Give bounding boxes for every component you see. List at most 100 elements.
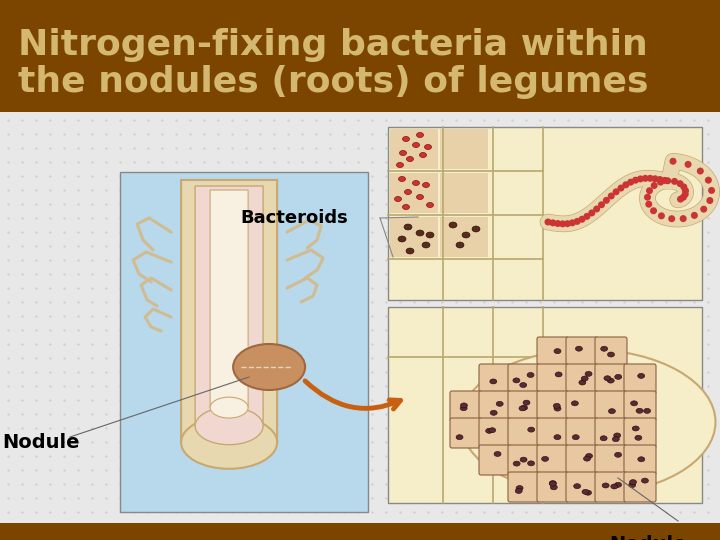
Ellipse shape xyxy=(456,435,463,440)
Ellipse shape xyxy=(397,163,403,167)
Ellipse shape xyxy=(638,373,644,379)
Ellipse shape xyxy=(489,428,495,433)
Ellipse shape xyxy=(402,137,410,141)
Circle shape xyxy=(652,176,659,183)
Circle shape xyxy=(668,215,675,222)
Ellipse shape xyxy=(519,406,526,411)
Ellipse shape xyxy=(423,183,430,187)
Text: Nitrogen‑fixing bacteria within: Nitrogen‑fixing bacteria within xyxy=(18,28,648,62)
Bar xyxy=(120,172,368,512)
FancyBboxPatch shape xyxy=(479,364,511,394)
Circle shape xyxy=(603,197,610,204)
Ellipse shape xyxy=(460,403,467,408)
Circle shape xyxy=(554,220,561,227)
Ellipse shape xyxy=(398,177,405,181)
Circle shape xyxy=(657,179,664,186)
FancyBboxPatch shape xyxy=(624,364,656,394)
Circle shape xyxy=(642,175,649,182)
Ellipse shape xyxy=(426,202,433,207)
FancyBboxPatch shape xyxy=(450,391,482,421)
Circle shape xyxy=(549,219,557,226)
Ellipse shape xyxy=(516,489,522,494)
Ellipse shape xyxy=(642,478,649,483)
FancyBboxPatch shape xyxy=(195,186,263,426)
Bar xyxy=(440,217,488,257)
Circle shape xyxy=(665,177,671,184)
Circle shape xyxy=(627,179,634,186)
Ellipse shape xyxy=(462,232,470,238)
Ellipse shape xyxy=(422,242,430,248)
Ellipse shape xyxy=(554,349,561,354)
FancyBboxPatch shape xyxy=(508,445,540,475)
Circle shape xyxy=(608,192,615,199)
Ellipse shape xyxy=(644,408,651,414)
Ellipse shape xyxy=(486,428,492,433)
Ellipse shape xyxy=(195,407,263,445)
Circle shape xyxy=(632,177,639,184)
Ellipse shape xyxy=(513,461,520,466)
Ellipse shape xyxy=(516,485,523,490)
Circle shape xyxy=(680,194,687,201)
Ellipse shape xyxy=(527,373,534,377)
Ellipse shape xyxy=(615,453,621,457)
FancyBboxPatch shape xyxy=(537,472,569,502)
Ellipse shape xyxy=(426,232,434,238)
Ellipse shape xyxy=(449,222,457,228)
Ellipse shape xyxy=(425,145,431,150)
Text: Nodule: Nodule xyxy=(610,535,687,540)
Ellipse shape xyxy=(407,157,413,161)
Ellipse shape xyxy=(583,456,590,461)
Circle shape xyxy=(658,212,665,219)
Ellipse shape xyxy=(496,401,503,406)
FancyBboxPatch shape xyxy=(537,445,569,475)
Circle shape xyxy=(644,194,651,201)
FancyBboxPatch shape xyxy=(479,418,511,448)
FancyBboxPatch shape xyxy=(537,337,569,367)
Circle shape xyxy=(691,212,698,219)
Circle shape xyxy=(677,180,683,187)
FancyBboxPatch shape xyxy=(566,472,598,502)
Ellipse shape xyxy=(612,437,619,442)
Ellipse shape xyxy=(553,403,560,408)
Ellipse shape xyxy=(400,151,407,156)
Ellipse shape xyxy=(604,376,611,381)
FancyBboxPatch shape xyxy=(595,472,627,502)
FancyBboxPatch shape xyxy=(181,180,277,442)
Ellipse shape xyxy=(402,205,410,210)
Circle shape xyxy=(583,213,590,220)
Ellipse shape xyxy=(585,454,593,458)
Circle shape xyxy=(708,187,715,194)
Ellipse shape xyxy=(406,248,414,254)
FancyBboxPatch shape xyxy=(508,391,540,421)
FancyBboxPatch shape xyxy=(508,418,540,448)
FancyBboxPatch shape xyxy=(508,364,540,394)
FancyBboxPatch shape xyxy=(595,445,627,475)
Ellipse shape xyxy=(416,230,424,236)
Ellipse shape xyxy=(554,406,561,411)
Circle shape xyxy=(650,207,657,214)
Ellipse shape xyxy=(472,226,480,232)
FancyBboxPatch shape xyxy=(508,472,540,502)
FancyBboxPatch shape xyxy=(537,418,569,448)
Ellipse shape xyxy=(629,483,636,488)
Ellipse shape xyxy=(494,451,501,456)
FancyBboxPatch shape xyxy=(537,364,569,394)
Circle shape xyxy=(646,187,653,194)
FancyBboxPatch shape xyxy=(624,445,656,475)
Circle shape xyxy=(593,206,600,213)
Bar xyxy=(440,129,488,169)
Circle shape xyxy=(682,187,689,194)
FancyBboxPatch shape xyxy=(566,364,598,394)
Ellipse shape xyxy=(460,406,467,411)
Bar xyxy=(0,0,720,112)
Ellipse shape xyxy=(413,143,420,147)
Ellipse shape xyxy=(615,482,621,487)
Text: the nodules (roots) of legumes: the nodules (roots) of legumes xyxy=(18,65,649,99)
Ellipse shape xyxy=(405,190,412,194)
Ellipse shape xyxy=(404,224,412,230)
Circle shape xyxy=(701,206,707,213)
Circle shape xyxy=(705,177,712,184)
Circle shape xyxy=(569,219,576,226)
FancyBboxPatch shape xyxy=(210,190,248,408)
Ellipse shape xyxy=(611,484,618,489)
